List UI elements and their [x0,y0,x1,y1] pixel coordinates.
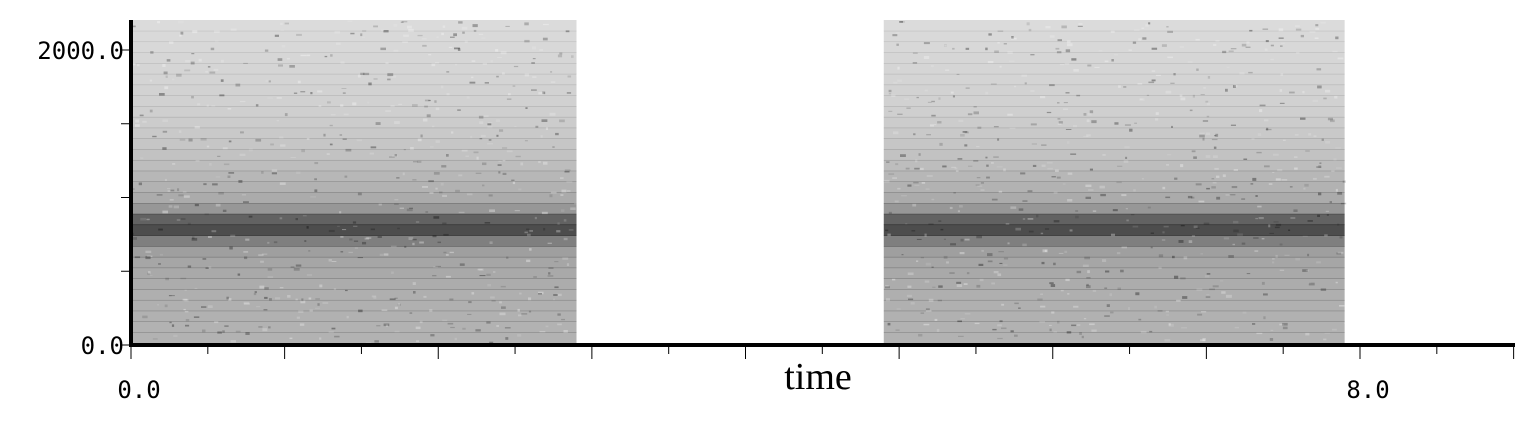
x-axis-title: time [784,356,852,398]
x-tick-label: 0.0 [117,376,160,404]
y-tick-label: 2000.0 [37,37,124,65]
plot-area [131,20,1350,346]
y-axis-ticks: 0.0 2000.0 [37,37,131,360]
x-tick-label: 8.0 [1346,376,1389,404]
x-axis-ticks: 0.0 8.0 [117,345,1515,404]
y-tick-label: 0.0 [81,332,124,360]
noise-segment-2 [883,20,1350,344]
noise-segment-1 [131,20,582,346]
